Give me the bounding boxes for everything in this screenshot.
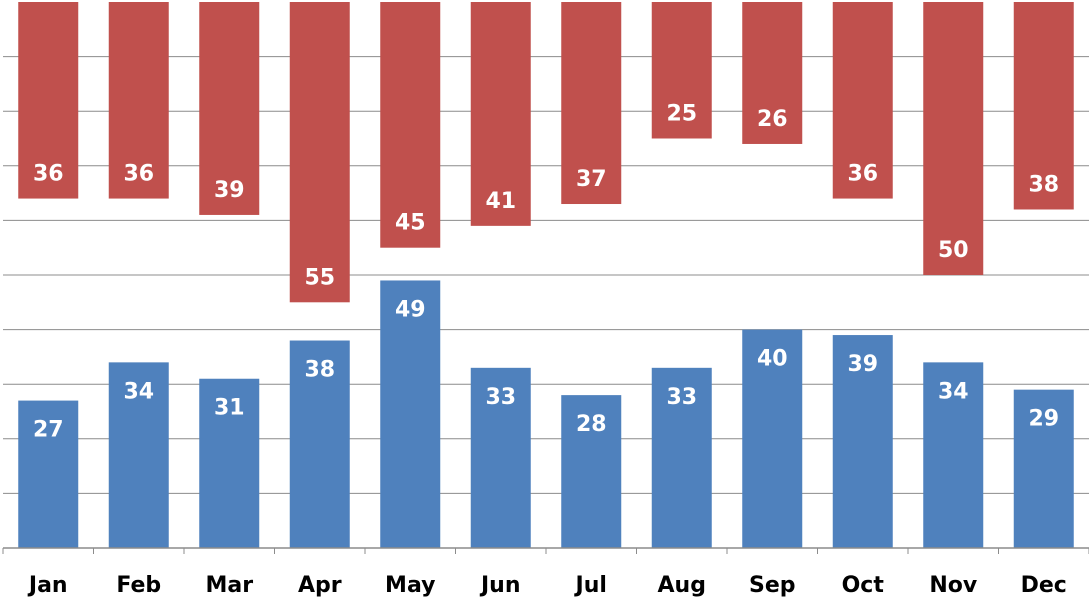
x-tick-label-oct: Oct [842, 573, 885, 598]
bar-top-jul [561, 2, 622, 205]
bar-bottom-dec [1013, 389, 1074, 548]
data-label-top-aug: 25 [666, 102, 697, 127]
data-label-top-may: 45 [395, 211, 426, 236]
x-tick-label-jul: Jul [574, 573, 607, 598]
gridlines [3, 56, 1089, 494]
bar-top-jun [470, 2, 531, 226]
data-label-top-jul: 37 [576, 167, 607, 192]
data-label-bottom-sep: 40 [757, 347, 788, 372]
x-tick-label-dec: Dec [1021, 573, 1067, 598]
x-tick-label-apr: Apr [298, 573, 342, 598]
data-label-top-mar: 39 [214, 178, 245, 203]
x-tick-label-aug: Aug [658, 573, 706, 598]
data-label-top-oct: 36 [847, 162, 878, 187]
x-axis: Jan Feb Mar Apr May Jun Jul Aug Sep Oct Nov Dec [2, 547, 1089, 598]
x-tick-label-jan: Jan [27, 573, 68, 598]
x-tick-label-jun: Jun [479, 573, 521, 598]
x-tick-label-feb: Feb [116, 573, 161, 598]
x-tick-label-mar: Mar [205, 573, 253, 598]
data-label-bottom-jan: 27 [33, 418, 64, 443]
bar-bottom-nov [923, 362, 984, 548]
data-label-top-jan: 36 [33, 162, 64, 187]
x-tick-label-sep: Sep [749, 573, 796, 598]
bar-top-oct [832, 2, 893, 199]
data-label-top-dec: 38 [1028, 172, 1059, 197]
data-label-top-jun: 41 [485, 189, 516, 214]
bar-bottom-apr [289, 340, 350, 548]
bar-bottom-may [380, 280, 441, 548]
data-label-bottom-nov: 34 [938, 379, 969, 404]
bar-bottom-jul [561, 395, 622, 548]
data-label-top-apr: 55 [304, 265, 335, 290]
bar-bottom-oct [832, 335, 893, 548]
bar-bottom-jun [470, 367, 531, 548]
bar-top-mar [199, 2, 260, 215]
bar-top-jan [18, 2, 79, 199]
data-label-bottom-oct: 39 [847, 352, 878, 377]
data-labels: 27 34 31 38 49 33 28 33 40 39 34 29 36 36 39 55 45 41 37 25… [33, 102, 1059, 443]
bar-top-apr [289, 2, 350, 303]
data-label-bottom-jul: 28 [576, 412, 607, 437]
bars [18, 2, 1074, 548]
data-label-top-sep: 26 [757, 107, 788, 132]
bar-bottom-feb [108, 362, 169, 548]
data-label-bottom-dec: 29 [1028, 407, 1059, 432]
bar-top-dec [1013, 2, 1074, 210]
data-label-bottom-feb: 34 [123, 379, 154, 404]
x-tick-label-may: May [385, 573, 435, 598]
bar-top-feb [108, 2, 169, 199]
bar-top-aug [651, 2, 712, 139]
data-label-bottom-apr: 38 [304, 358, 335, 383]
bar-top-may [380, 2, 441, 248]
bar-bottom-mar [199, 378, 260, 548]
x-tick-label-nov: Nov [929, 573, 978, 598]
bar-top-sep [742, 2, 803, 144]
bar-top-nov [923, 2, 984, 275]
data-label-bottom-mar: 31 [214, 396, 245, 421]
bar-bottom-aug [651, 367, 712, 548]
bar-bottom-sep [742, 329, 803, 548]
data-label-bottom-may: 49 [395, 297, 426, 322]
bar-bottom-jan [18, 400, 79, 548]
data-label-top-feb: 36 [123, 162, 154, 187]
data-label-bottom-jun: 33 [485, 385, 516, 410]
data-label-bottom-aug: 33 [666, 385, 697, 410]
data-label-top-nov: 50 [938, 238, 969, 263]
